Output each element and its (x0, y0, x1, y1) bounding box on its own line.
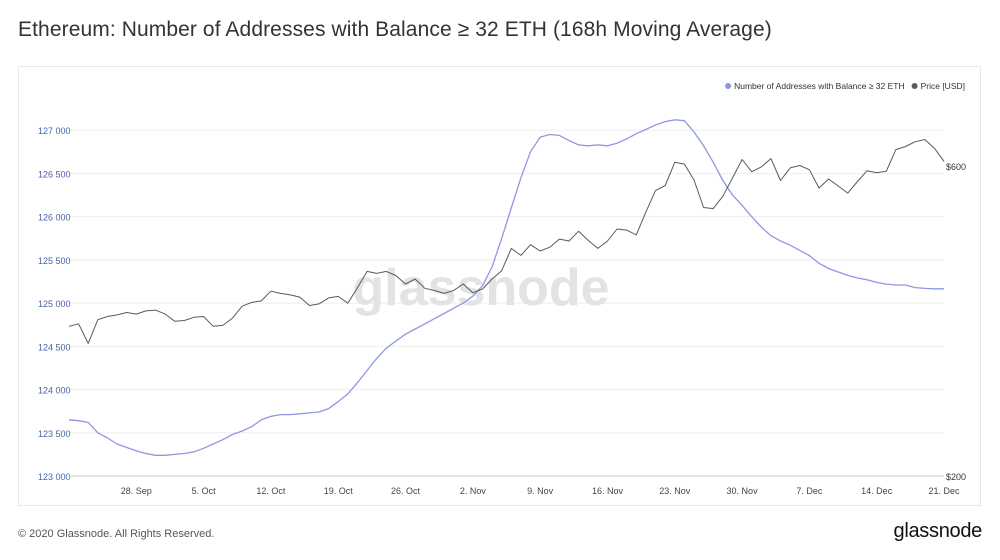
x-tick-label: 5. Oct (192, 486, 217, 496)
glassnode-logo[interactable]: glassnode (893, 520, 983, 542)
right-axis: $200 $600 (946, 162, 966, 482)
footer-copyright: © 2020 Glassnode. All Rights Reserved. (18, 528, 215, 540)
chart-card: glassnode 123 000 123 500 124 000 124 500 12… (18, 66, 981, 506)
x-tick-label: 7. Dec (796, 486, 823, 496)
legend-swatch-addresses (725, 83, 732, 89)
y-left-tick-label: 127 000 (38, 126, 71, 136)
y-left-tick-label: 125 000 (38, 299, 71, 309)
y-left-tick-label: 124 000 (38, 386, 71, 396)
legend-swatch-price (911, 83, 918, 89)
x-tick-label: 19. Oct (324, 486, 354, 496)
y-right-tick-label: $600 (946, 162, 966, 172)
x-tick-label: 23. Nov (659, 486, 691, 496)
legend[interactable]: Price [USD] Number of Addresses with Bala… (725, 81, 965, 91)
y-left-tick-label: 123 500 (38, 429, 71, 439)
series-layer (68, 119, 945, 456)
x-tick-label: 9. Nov (527, 486, 554, 496)
x-tick-label: 30. Nov (727, 486, 759, 496)
page-title: Ethereum: Number of Addresses with Balan… (18, 18, 772, 41)
x-tick-label: 21. Dec (928, 486, 960, 496)
y-left-tick-label: 126 500 (38, 169, 71, 179)
x-tick-label: 12. Oct (256, 486, 286, 496)
left-axis: 123 000 123 500 124 000 124 500 125 000 125 5… (38, 126, 71, 482)
y-left-tick-label: 123 000 (38, 472, 71, 482)
y-left-tick-label: 124 500 (38, 342, 71, 352)
y-right-tick-label: $200 (946, 472, 966, 482)
x-tick-label: 16. Nov (592, 486, 624, 496)
x-tick-label: 14. Dec (861, 486, 893, 496)
y-left-tick-label: 126 000 (38, 213, 71, 223)
price-series-line (68, 139, 945, 344)
addresses-series-line (68, 119, 944, 456)
legend-label: Number of Addresses with Balance ≥ 32 ET… (734, 81, 905, 91)
y-left-tick-label: 125 500 (38, 256, 71, 266)
x-axis: 28. Sep 5. Oct 12. Oct 19. Oct 26. Oct 2. Nov… (69, 475, 960, 496)
x-tick-label: 26. Oct (391, 486, 421, 496)
legend-label: Price [USD] (921, 81, 965, 91)
x-tick-label: 2. Nov (460, 486, 487, 496)
x-tick-label: 28. Sep (121, 486, 152, 496)
